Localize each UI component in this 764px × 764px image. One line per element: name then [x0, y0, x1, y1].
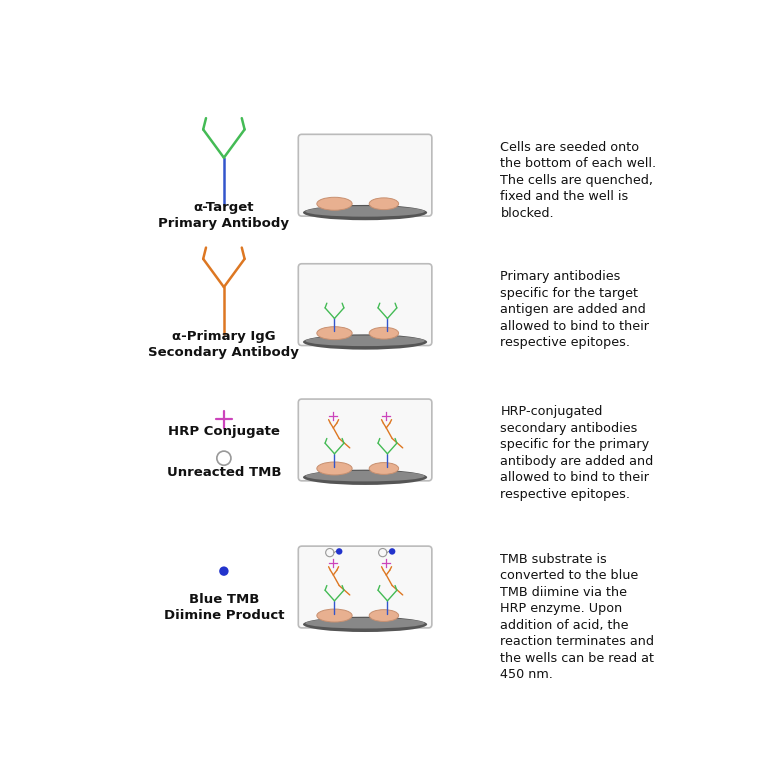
FancyBboxPatch shape — [298, 399, 432, 481]
Circle shape — [336, 549, 342, 555]
FancyBboxPatch shape — [298, 546, 432, 628]
Ellipse shape — [369, 327, 399, 339]
Text: α-Primary IgG
Secondary Antibody: α-Primary IgG Secondary Antibody — [148, 330, 299, 359]
Ellipse shape — [369, 462, 399, 474]
Text: TMB substrate is
converted to the blue
TMB diimine via the
HRP enzyme. Upon
addi: TMB substrate is converted to the blue T… — [500, 552, 655, 681]
Ellipse shape — [369, 610, 399, 621]
Circle shape — [219, 566, 228, 576]
Ellipse shape — [306, 335, 425, 346]
Ellipse shape — [303, 335, 427, 350]
Text: HRP Conjugate: HRP Conjugate — [168, 425, 280, 438]
Text: Unreacted TMB: Unreacted TMB — [167, 466, 281, 479]
Ellipse shape — [306, 618, 425, 629]
Ellipse shape — [317, 197, 352, 210]
Circle shape — [389, 549, 396, 555]
Ellipse shape — [303, 617, 427, 632]
Text: Blue TMB
Diimine Product: Blue TMB Diimine Product — [163, 594, 284, 623]
Ellipse shape — [303, 470, 427, 485]
Text: Cells are seeded onto
the bottom of each well.
The cells are quenched,
fixed and: Cells are seeded onto the bottom of each… — [500, 141, 656, 220]
Text: HRP-conjugated
secondary antibodies
specific for the primary
antibody are added : HRP-conjugated secondary antibodies spec… — [500, 406, 654, 501]
FancyBboxPatch shape — [298, 134, 432, 216]
Ellipse shape — [306, 206, 425, 217]
Ellipse shape — [369, 198, 399, 209]
Ellipse shape — [317, 609, 352, 622]
Ellipse shape — [317, 462, 352, 475]
Text: α-Target
Primary Antibody: α-Target Primary Antibody — [158, 200, 290, 229]
Text: Primary antibodies
specific for the target
antigen are added and
allowed to bind: Primary antibodies specific for the targ… — [500, 270, 649, 349]
Ellipse shape — [303, 205, 427, 220]
Ellipse shape — [317, 327, 352, 340]
FancyBboxPatch shape — [298, 264, 432, 345]
Ellipse shape — [306, 471, 425, 481]
